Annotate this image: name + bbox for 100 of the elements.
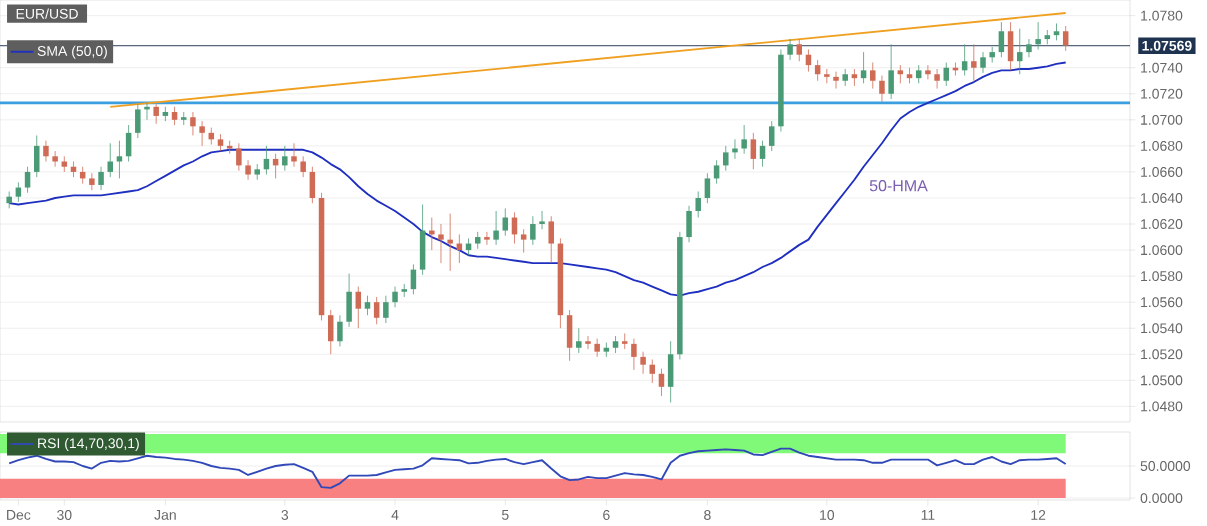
candlestick — [171, 106, 178, 126]
candlestick — [1062, 25, 1069, 52]
chart-title: EUR/USD — [16, 8, 78, 19]
candlestick — [190, 111, 196, 136]
y-tick-label: 1.0680 — [1141, 140, 1183, 151]
candlestick — [851, 68, 858, 87]
y-tick-label: 1.0720 — [1141, 88, 1183, 99]
candlestick — [980, 51, 986, 74]
candlestick — [107, 142, 113, 178]
candlestick — [750, 132, 757, 170]
candlestick — [373, 296, 380, 325]
y-tick-label: 1.0660 — [1141, 166, 1183, 177]
candlestick — [971, 43, 977, 82]
candlestick — [943, 62, 950, 87]
candlestick — [640, 351, 646, 375]
y-tick-label: 50.0000 — [1140, 461, 1191, 471]
x-tick-label: 8 — [704, 510, 711, 520]
y-tick-label: 1.0480 — [1141, 401, 1183, 412]
candlestick — [658, 368, 665, 397]
candlestick — [548, 215, 554, 264]
candlestick — [860, 51, 867, 84]
candlestick — [585, 335, 591, 350]
x-tick-label: 3 — [281, 510, 289, 520]
candlestick — [814, 59, 821, 82]
y-tick-label: 0.0000 — [1140, 493, 1183, 504]
ref-line-label: 1.07569 — [1142, 40, 1192, 51]
candlestick — [43, 140, 49, 162]
candlestick — [337, 314, 343, 347]
candlestick — [199, 120, 205, 147]
x-tick-label: 10 — [820, 510, 835, 520]
candlestick — [180, 111, 187, 126]
candlestick — [52, 150, 58, 168]
candlestick — [713, 159, 720, 185]
candlestick — [1017, 28, 1023, 75]
candlestick — [502, 208, 509, 237]
candlestick — [961, 43, 968, 76]
x-tick-label: 4 — [391, 510, 399, 520]
annotation: 50-HMA — [869, 180, 928, 192]
candlestick — [934, 68, 940, 89]
candlestick — [116, 140, 123, 179]
candlestick — [723, 145, 729, 172]
candlestick — [484, 231, 490, 246]
candlestick — [824, 68, 830, 84]
candlestick — [631, 338, 637, 371]
candlestick — [291, 142, 297, 168]
candlestick — [282, 145, 288, 172]
candlestick — [704, 172, 711, 204]
candlestick — [438, 223, 444, 264]
candlestick — [162, 106, 169, 122]
candlestick — [759, 140, 766, 168]
candlestick — [300, 155, 306, 178]
candlestick — [236, 142, 242, 172]
candlestick — [245, 159, 251, 181]
candlestick — [576, 327, 582, 354]
x-tick-label: 5 — [501, 510, 509, 520]
candlestick — [603, 342, 610, 358]
candlestick — [539, 210, 545, 230]
candlestick — [594, 338, 600, 358]
candlestick — [1044, 29, 1051, 45]
candlestick — [401, 283, 407, 298]
y-tick-label: 1.0600 — [1141, 245, 1183, 256]
y-tick-label: 1.0560 — [1141, 297, 1183, 308]
candlestick — [925, 64, 931, 80]
x-tick-label: 30 — [57, 510, 72, 520]
candlestick — [24, 166, 31, 194]
y-tick-label: 1.0700 — [1141, 114, 1183, 125]
candlestick — [383, 295, 389, 324]
candlestick — [392, 286, 398, 308]
candlestick — [520, 228, 527, 254]
candlestick — [493, 210, 499, 246]
candlestick — [897, 64, 904, 84]
x-tick-label: 6 — [603, 510, 610, 520]
legend-label: SMA (50,0) — [37, 45, 107, 59]
y-tick-label: 1.0520 — [1141, 349, 1183, 360]
candlestick — [447, 213, 453, 272]
candlestick — [888, 43, 894, 100]
candlestick — [796, 38, 803, 62]
candlestick — [833, 71, 839, 89]
candlestick — [879, 75, 885, 102]
y-tick-label: 1.0640 — [1141, 193, 1183, 203]
candlestick — [15, 181, 22, 203]
candlestick — [787, 38, 793, 61]
candlestick — [741, 124, 747, 155]
candlestick — [649, 359, 656, 384]
legend-label: RSI (14,70,30,1) — [38, 437, 139, 451]
candlestick — [135, 103, 141, 139]
candlestick — [695, 191, 701, 218]
candlestick — [1026, 38, 1032, 58]
candlestick — [364, 295, 371, 316]
candlestick — [732, 138, 738, 160]
candlestick — [915, 64, 922, 84]
candlestick — [89, 172, 95, 191]
candlestick — [153, 103, 159, 125]
candlestick — [768, 120, 775, 152]
candlestick — [998, 21, 1005, 58]
x-tick-label: Dec — [7, 510, 31, 520]
y-tick-label: 1.0620 — [1141, 219, 1183, 229]
y-tick-label: 1.0780 — [1141, 10, 1183, 21]
candlestick — [530, 215, 536, 246]
y-tick-label: 1.0740 — [1141, 62, 1183, 73]
